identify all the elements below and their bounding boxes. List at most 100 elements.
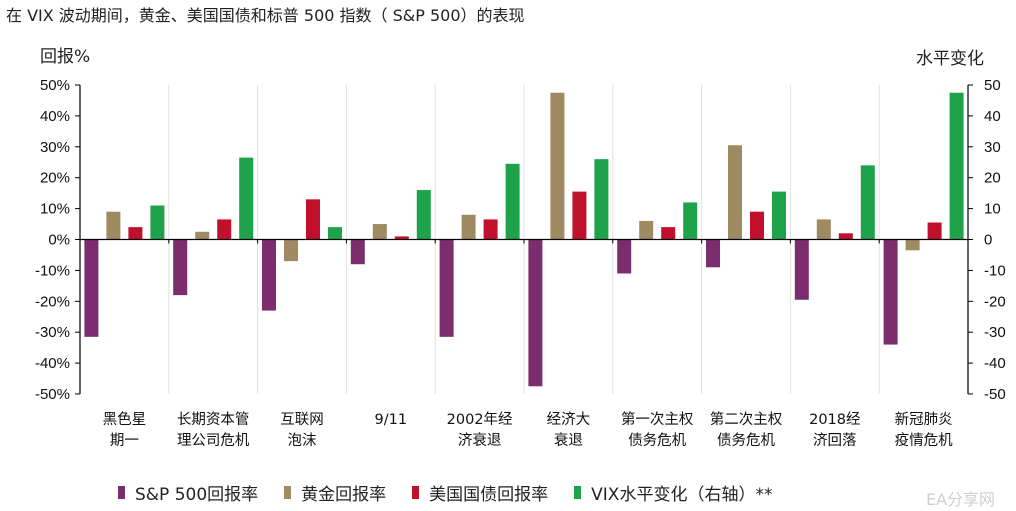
left-axis-unit: 回报% [40,47,91,67]
bar [572,191,587,240]
left-tick-label: -20% [35,293,70,310]
right-tick-label: 10 [984,201,1001,218]
right-tick-label: -30 [984,324,1006,341]
bar [750,211,764,240]
right-tick-label: 30 [984,139,1001,156]
left-tick-label: -10% [35,262,70,279]
category-label: 经济大 [547,411,591,428]
legend-swatch [574,486,582,499]
right-tick-label: -40 [984,355,1006,372]
bar [883,239,898,345]
legend-swatch [412,486,420,499]
legend-item: VIX水平变化（右轴）** [574,480,772,505]
left-tick-label: -40% [35,355,70,372]
left-tick-label: -50% [35,386,70,403]
watermark: EA分享网 [926,490,996,509]
bar [106,211,121,240]
legend-swatch [118,486,125,499]
bar [328,227,342,240]
right-tick-label: 20 [984,170,1001,187]
category-label: 衰退 [554,432,583,449]
bar-chart: 50% 40% 30% 20% 10% 0% -10% -20% -30% -40% -50% 50… [35,77,1006,449]
legend-label: S&P 500回报率 [135,485,259,505]
category-label: 期一 [110,432,139,449]
legend-item: 黄金回报率 [284,480,386,505]
bar [416,190,431,240]
right-tick-label: 0 [984,232,992,249]
bar [528,239,543,387]
category-label: 济回落 [813,432,857,449]
bar [794,239,809,300]
bar [461,214,476,240]
bar [838,233,853,240]
category-label: 债务危机 [628,432,686,449]
bar [683,202,698,240]
legend-label: VIX水平变化（右轴）** [591,485,773,505]
bar [306,199,320,240]
bar [394,236,409,240]
bar [860,165,875,240]
chart-title: 在 VIX 波动期间，黄金、美国国债和标普 500 指数（ S&P 500）的表… [6,6,525,25]
bar [927,222,942,240]
legend-label: 美国国债回报率 [429,485,549,505]
right-tick-label: 50 [984,77,1001,94]
bar [639,220,654,240]
bar [772,191,786,240]
right-axis-ticks: 50 40 30 20 10 0 -10 -20 -30 -40 -50 [984,77,1006,403]
legend-item: 美国国债回报率 [412,480,548,505]
bars [84,92,964,387]
left-tick-label: 50% [40,77,70,94]
bar [594,159,609,240]
category-label: 泡沫 [288,432,317,449]
category-label: 第二次主权 [710,410,783,428]
axes [75,84,973,395]
bar [262,239,276,311]
bar [617,239,632,274]
left-tick-label: 30% [40,139,70,156]
bar [483,219,498,240]
left-tick-label: 10% [40,201,70,218]
right-tick-label: 40 [984,108,1001,125]
bar [816,219,831,240]
category-label: 黑色星 [103,411,147,428]
category-label: 疫情危机 [895,432,953,449]
legend-item: S&P 500回报率 [118,480,258,505]
left-tick-label: 0% [48,232,70,249]
bar [550,92,565,240]
category-label: 债务危机 [717,432,775,449]
bar [195,231,210,240]
left-tick-label: 40% [40,108,70,125]
category-label: 长期资本管 [177,411,250,428]
right-axis-unit: 水平变化 [916,49,984,69]
bar [173,239,188,296]
bar [372,224,387,240]
bar [505,163,520,240]
bar [949,92,964,240]
right-tick-label: -50 [984,386,1006,403]
legend: S&P 500回报率 黄金回报率 美国国债回报率 VIX水平变化（右轴）** [118,480,798,505]
bar [661,227,676,240]
category-label: 理公司危机 [177,432,250,449]
bar [706,239,720,268]
bar [905,239,920,251]
category-label: 新冠肺炎 [895,411,953,428]
bar [84,239,99,337]
bar [150,205,165,240]
bar [439,239,454,337]
bar [350,239,365,265]
category-label: 9/11 [375,412,408,428]
right-tick-label: -20 [984,293,1006,310]
bar [217,219,232,240]
left-axis-ticks: 50% 40% 30% 20% 10% 0% -10% -20% -30% -40% -50% [35,77,70,403]
category-label: 济衰退 [458,432,502,449]
bar [284,239,298,262]
left-tick-label: -30% [35,324,70,341]
category-label: 互联网 [280,411,324,428]
bar [128,227,143,240]
category-label: 2002年经 [447,411,513,428]
bar [728,145,742,240]
category-label: 2018经 [809,411,860,428]
bar [239,157,254,240]
legend-swatch [284,486,292,499]
